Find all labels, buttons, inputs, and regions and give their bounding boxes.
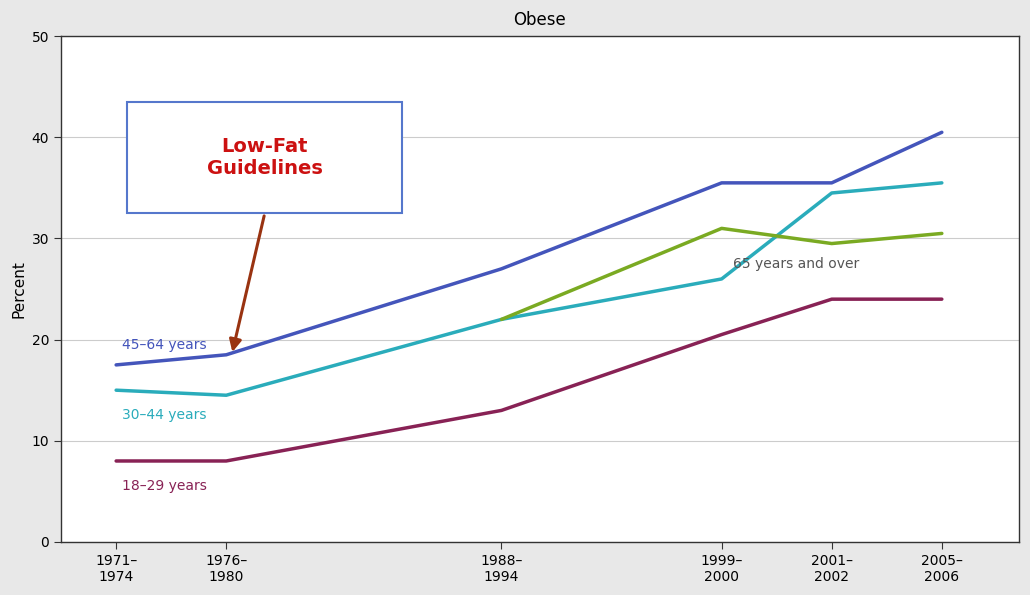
Text: Low-Fat
Guidelines: Low-Fat Guidelines	[207, 137, 322, 178]
Text: 65 years and over: 65 years and over	[732, 257, 859, 271]
Text: 45–64 years: 45–64 years	[122, 338, 206, 352]
Y-axis label: Percent: Percent	[11, 260, 26, 318]
Text: 30–44 years: 30–44 years	[122, 409, 206, 422]
FancyBboxPatch shape	[127, 102, 403, 213]
Text: 18–29 years: 18–29 years	[122, 479, 207, 493]
Title: Obese: Obese	[514, 11, 567, 29]
